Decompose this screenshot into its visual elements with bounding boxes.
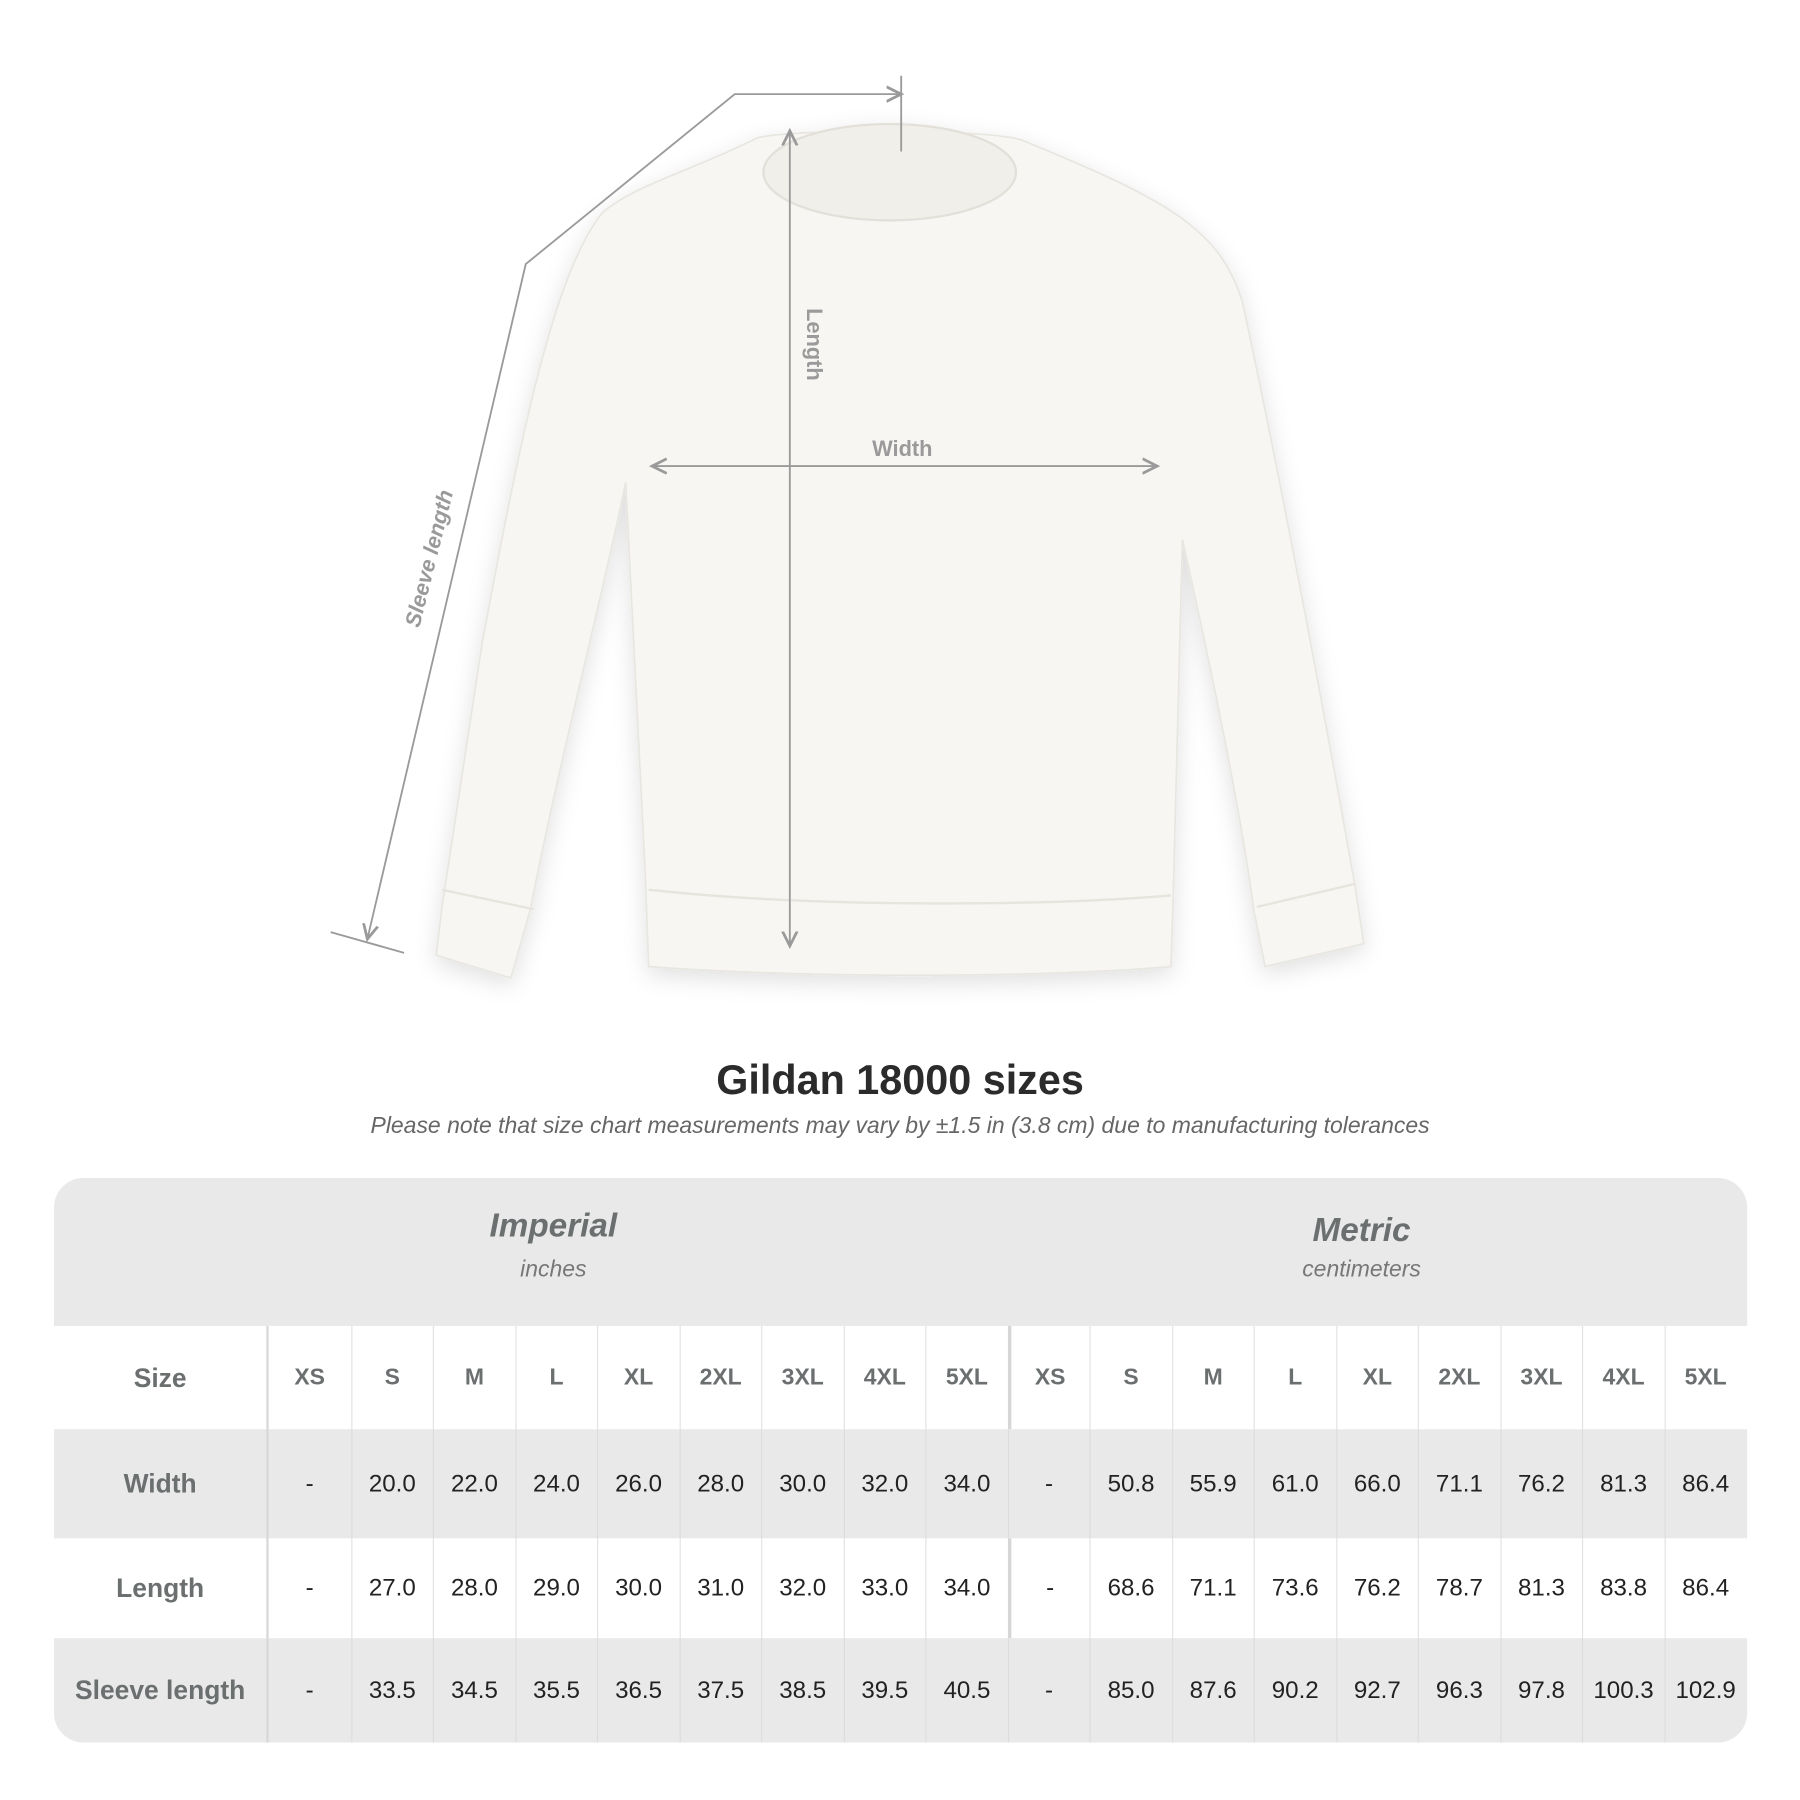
value-cell: 28.0 (679, 1429, 761, 1539)
size-header-cell: S (1089, 1325, 1171, 1430)
width-label: Width (872, 436, 932, 461)
sleeve-length-label: Sleeve length (400, 487, 458, 629)
value-cell: 32.0 (843, 1429, 925, 1539)
value-cell: 61.0 (1253, 1429, 1336, 1539)
row-label: Width (54, 1429, 269, 1539)
sweatshirt-diagram: Length Width Sleeve length (330, 75, 1365, 980)
value-cell: 33.0 (843, 1538, 925, 1639)
value-cell: 38.5 (761, 1638, 843, 1743)
size-header-cell: XS (1007, 1325, 1089, 1430)
value-cell: 34.0 (925, 1429, 1007, 1539)
table-row: Width -20.0 22.0 24.0 26.0 28.0 30.0 32.0 34.0-5… (53, 1429, 1748, 1539)
value-cell: 71.1 (1417, 1429, 1500, 1539)
value-cell: - (1007, 1429, 1089, 1539)
value-cell: 20.0 (350, 1429, 433, 1539)
size-header-cell: 3XL (1499, 1325, 1582, 1430)
value-cell: 83.8 (1581, 1538, 1664, 1639)
table-header: Imperial inches Metric centimeters (53, 1177, 1748, 1326)
value-cell: 92.7 (1335, 1638, 1418, 1743)
imperial-title: Imperial (489, 1207, 618, 1245)
size-header-cell: L (1253, 1325, 1336, 1430)
value-cell: 24.0 (514, 1429, 597, 1539)
imperial-header: Imperial inches (324, 1208, 783, 1284)
value-cell: 30.0 (761, 1429, 843, 1539)
size-header-cell: 4XL (843, 1325, 925, 1430)
size-header-cell: 2XL (679, 1325, 761, 1430)
value-cell: 102.9 (1664, 1638, 1746, 1743)
sweatshirt-image (435, 122, 1365, 980)
value-cell: 34.5 (432, 1638, 515, 1743)
value-cell: 29.0 (514, 1538, 597, 1639)
value-cell: 76.2 (1499, 1429, 1582, 1539)
size-header-cell: XS (294, 1364, 325, 1390)
value-cell: 39.5 (843, 1638, 925, 1743)
value-cell: 81.3 (1499, 1538, 1582, 1639)
value-cell: 100.3 (1581, 1638, 1664, 1743)
measurement-lines (330, 75, 1158, 954)
value-cell: - (1007, 1538, 1089, 1639)
metric-header: Metric centimeters (1132, 1212, 1591, 1283)
value-cell: 85.0 (1089, 1638, 1171, 1743)
value-cell: 32.0 (761, 1538, 843, 1639)
value-cell: - (305, 1574, 314, 1601)
size-header-cell: XL (1335, 1325, 1418, 1430)
value-cell: 26.0 (596, 1429, 679, 1539)
value-cell: 36.5 (596, 1638, 679, 1743)
table-row: Length -27.0 28.0 29.0 30.0 31.0 32.0 33.0 34.0-… (54, 1538, 1747, 1639)
value-cell: - (1007, 1638, 1089, 1743)
size-header-cell: 3XL (761, 1325, 843, 1430)
value-cell: 78.7 (1417, 1538, 1500, 1639)
value-cell: 22.0 (432, 1429, 515, 1539)
metric-title: Metric (1312, 1212, 1411, 1250)
value-cell: 40.5 (925, 1638, 1007, 1743)
size-header-cell: S (350, 1325, 433, 1430)
page-title: Gildan 18000 sizes (716, 1056, 1084, 1104)
size-header-cell: XL (596, 1325, 679, 1430)
value-cell: - (305, 1470, 314, 1497)
value-cell: 50.8 (1089, 1429, 1171, 1539)
value-cell: 37.5 (679, 1638, 761, 1743)
tolerance-note: Please note that size chart measurements… (370, 1113, 1430, 1139)
value-cell: 96.3 (1417, 1638, 1500, 1743)
value-cell: 90.2 (1253, 1638, 1336, 1743)
value-cell: 97.8 (1499, 1638, 1582, 1743)
value-cell: 27.0 (350, 1538, 433, 1639)
value-cell: 87.6 (1171, 1638, 1254, 1743)
row-label: Length (54, 1538, 269, 1639)
value-cell: 34.0 (925, 1538, 1007, 1639)
value-cell: 33.5 (350, 1638, 433, 1743)
value-cell: 71.1 (1171, 1538, 1254, 1639)
metric-unit: centimeters (1302, 1257, 1421, 1283)
row-label: Sleeve length (54, 1638, 269, 1743)
length-label: Length (802, 308, 827, 381)
table-row: Sleeve length - 33.5 34.5 35.5 36.5 37.5 38.5 39… (53, 1638, 1748, 1743)
value-cell: 28.0 (432, 1538, 515, 1639)
size-header-cell: M (432, 1325, 515, 1430)
size-header-cell: 2XL (1417, 1325, 1500, 1430)
value-cell: 86.4 (1664, 1538, 1746, 1639)
value-cell: 68.6 (1089, 1538, 1171, 1639)
value-cell: 73.6 (1253, 1538, 1336, 1639)
value-cell: 81.3 (1581, 1429, 1664, 1539)
value-cell: - (305, 1676, 314, 1704)
size-header-cell: M (1171, 1325, 1254, 1430)
value-cell: 35.5 (514, 1638, 597, 1743)
size-header-cell: L (514, 1325, 597, 1430)
imperial-unit: inches (520, 1257, 587, 1283)
value-cell: 66.0 (1335, 1429, 1418, 1539)
value-cell: 31.0 (679, 1538, 761, 1639)
size-table: Imperial inches Metric centimeters Size X… (53, 1177, 1748, 1743)
value-cell: 76.2 (1335, 1538, 1418, 1639)
value-cell: 86.4 (1664, 1429, 1746, 1539)
value-cell: 55.9 (1171, 1429, 1254, 1539)
size-header-cell: 4XL (1581, 1325, 1664, 1430)
size-header-row: Size XS S M L XL 2XL 3XL 4XL 5XL XS S M L XL 2XL 3XL 4XL 5… (54, 1325, 1747, 1430)
size-header-cell: 5XL (925, 1325, 1007, 1430)
row-label: Size (54, 1325, 269, 1430)
value-cell: 30.0 (596, 1538, 679, 1639)
size-header-cell: 5XL (1664, 1325, 1746, 1430)
